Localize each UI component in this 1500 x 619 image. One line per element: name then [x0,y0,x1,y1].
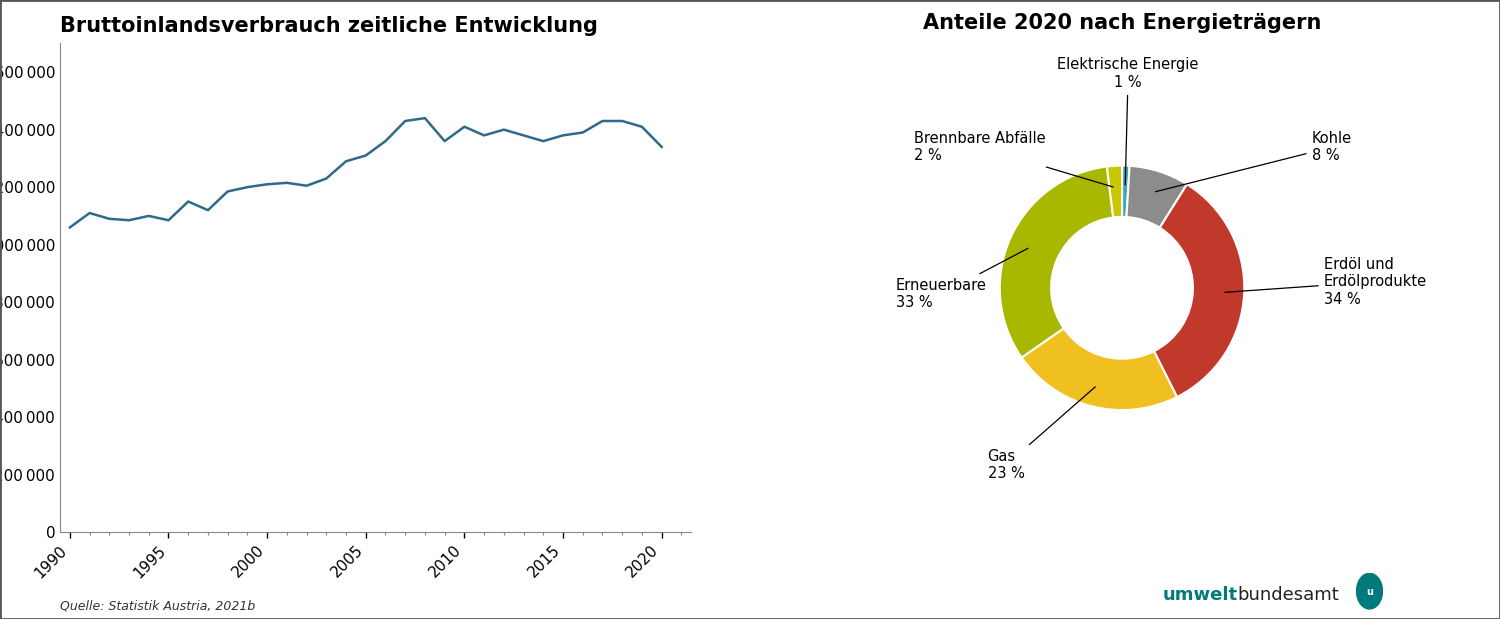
Wedge shape [1022,328,1178,410]
Text: bundesamt: bundesamt [1238,586,1340,604]
Text: Erneuerbare
33 %: Erneuerbare 33 % [896,248,1028,310]
Wedge shape [1126,166,1186,228]
Circle shape [1356,573,1383,609]
Wedge shape [1122,165,1130,217]
Text: Brennbare Abfälle
2 %: Brennbare Abfälle 2 % [914,131,1113,187]
Wedge shape [1154,184,1245,397]
Text: Bruttoinlandsverbrauch zeitliche Entwicklung: Bruttoinlandsverbrauch zeitliche Entwick… [60,16,599,37]
Title: Anteile 2020 nach Energieträgern: Anteile 2020 nach Energieträgern [922,14,1322,33]
Text: Quelle: Statistik Austria, 2021b: Quelle: Statistik Austria, 2021b [60,600,255,613]
Text: Gas
23 %: Gas 23 % [987,387,1095,482]
Wedge shape [1107,165,1122,217]
Text: Kohle
8 %: Kohle 8 % [1155,131,1352,192]
Text: umwelt: umwelt [1162,586,1238,604]
Text: u: u [1366,587,1372,597]
Wedge shape [1000,167,1113,358]
Text: Elektrische Energie
1 %: Elektrische Energie 1 % [1058,58,1198,185]
Text: Erdöl und
Erdölprodukte
34 %: Erdöl und Erdölprodukte 34 % [1226,257,1426,306]
